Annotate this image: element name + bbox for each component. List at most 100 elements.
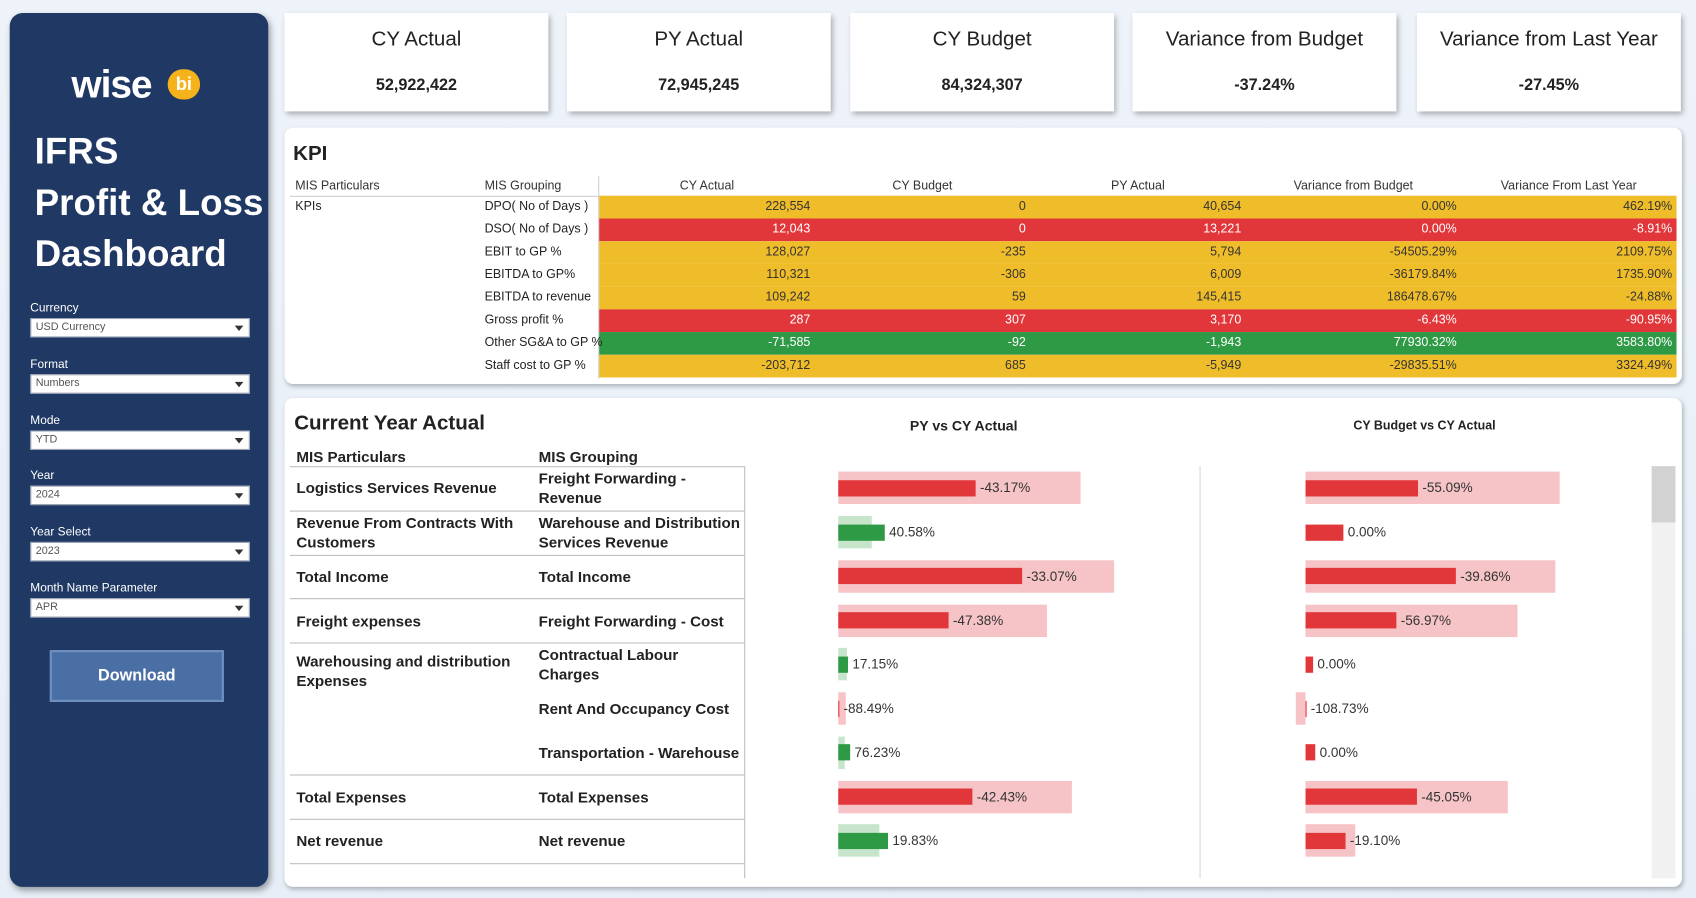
kpi-row-band bbox=[599, 309, 1677, 333]
reference-bar bbox=[838, 692, 846, 725]
kpi-grouping: DPO( No of Days ) bbox=[484, 200, 589, 214]
filter-label: Currency bbox=[30, 301, 79, 315]
actual-bar bbox=[838, 788, 973, 805]
kpi-cell: 5,794 bbox=[1210, 245, 1242, 259]
card-value: 84,324,307 bbox=[941, 75, 1023, 95]
kpi-grouping: EBIT to GP % bbox=[484, 245, 562, 259]
filter-label: Month Name Parameter bbox=[30, 581, 158, 595]
filter-dropdown[interactable]: 2024 bbox=[30, 486, 250, 506]
sidebar bbox=[9, 12, 269, 887]
kpi-particular: KPIs bbox=[295, 200, 322, 214]
actual-bar bbox=[1305, 656, 1314, 673]
kpi-cell: -1,943 bbox=[1205, 336, 1242, 350]
dropdown-arrow bbox=[234, 549, 244, 556]
mis-particular: Total Income bbox=[296, 567, 389, 586]
actual-bar bbox=[1305, 612, 1397, 629]
card-title: PY Actual bbox=[654, 28, 744, 51]
mis-grouping: Freight Forwarding - Revenue bbox=[538, 469, 686, 507]
variance-label: 17.15% bbox=[852, 656, 899, 673]
kpi-column-header: PY Actual bbox=[1111, 179, 1165, 193]
kpi-cell: 110,321 bbox=[766, 268, 811, 282]
detail-title: Current Year Actual bbox=[294, 412, 485, 435]
variance-label: -43.17% bbox=[979, 480, 1031, 496]
variance-label: -19.10% bbox=[1349, 833, 1401, 849]
kpi-cell: -203,712 bbox=[761, 359, 811, 373]
kpi-column-header: MIS Particulars bbox=[295, 179, 380, 193]
kpi-cell: 1735.90% bbox=[1616, 268, 1673, 282]
kpi-cell: 6,009 bbox=[1210, 268, 1242, 282]
actual-bar bbox=[1305, 568, 1456, 585]
filter-dropdown[interactable]: 2023 bbox=[30, 542, 250, 562]
actual-bar bbox=[1305, 744, 1316, 761]
mis-grouping: Warehouse and Distribution Services Reve… bbox=[538, 513, 741, 551]
kpi-cell: 228,554 bbox=[765, 200, 811, 214]
variance-label: -55.09% bbox=[1422, 480, 1473, 496]
kpi-grouping: EBITDA to revenue bbox=[484, 290, 592, 304]
kpi-column-header: Variance From Last Year bbox=[1500, 179, 1637, 193]
kpi-cell: 77930.32% bbox=[1393, 336, 1457, 350]
scrollbar bbox=[1651, 466, 1676, 879]
kpi-row-band bbox=[599, 263, 1677, 287]
kpi-cell: -306 bbox=[1000, 268, 1026, 282]
variance-label: -39.86% bbox=[1460, 568, 1511, 584]
kpi-cell: -29835.51% bbox=[1389, 359, 1457, 373]
download-button[interactable]: Download bbox=[49, 650, 224, 702]
variance-label: -33.07% bbox=[1026, 568, 1077, 584]
dropdown-arrow bbox=[234, 493, 244, 500]
filter-dropdown[interactable]: YTD bbox=[30, 430, 250, 450]
kpi-cell: 145,415 bbox=[1196, 290, 1242, 304]
filter-dropdown[interactable]: Numbers bbox=[30, 374, 250, 394]
kpi-card: CY Budget 84,324,307 bbox=[850, 12, 1115, 112]
mis-grouping: Transportation - Warehouse bbox=[538, 744, 740, 762]
kpi-grouping: EBITDA to GP% bbox=[484, 268, 576, 282]
filter-value: 2024 bbox=[35, 489, 60, 502]
actual-bar bbox=[1305, 788, 1417, 805]
card-value: -27.45% bbox=[1518, 75, 1580, 95]
kpi-row-band bbox=[599, 218, 1677, 242]
row-separator bbox=[289, 818, 745, 820]
kpi-cell: -6.43% bbox=[1417, 313, 1457, 327]
kpi-row-band bbox=[599, 241, 1677, 264]
variance-label: 0.00% bbox=[1319, 745, 1358, 761]
actual-bar bbox=[838, 524, 885, 541]
kpi-row-band bbox=[599, 354, 1677, 378]
kpi-column-header: Variance from Budget bbox=[1293, 179, 1414, 193]
variance-label: 19.83% bbox=[892, 833, 939, 849]
actual-bar bbox=[838, 656, 848, 673]
kpi-cell: 0.00% bbox=[1421, 200, 1457, 214]
filter-dropdown[interactable]: USD Currency bbox=[30, 317, 250, 338]
card-title: CY Actual bbox=[371, 28, 462, 51]
kpi-row-band bbox=[599, 286, 1677, 310]
kpi-cell: 0 bbox=[1018, 222, 1026, 236]
dropdown-arrow bbox=[234, 605, 244, 612]
mis-grouping: Total Expenses bbox=[538, 788, 649, 806]
kpi-cell: -24.88% bbox=[1625, 290, 1673, 304]
kpi-cell: -8.91% bbox=[1632, 222, 1673, 236]
kpi-cell: 0.00% bbox=[1421, 222, 1457, 236]
kpi-cell: -54505.29% bbox=[1389, 245, 1457, 259]
variance-label: -42.43% bbox=[976, 789, 1028, 805]
filter-label: Format bbox=[30, 357, 68, 371]
variance-label: 40.58% bbox=[889, 524, 935, 540]
filter-value: Numbers bbox=[35, 377, 80, 390]
dropdown-arrow bbox=[234, 437, 244, 444]
row-separator bbox=[289, 642, 745, 644]
kpi-cell: 186478.67% bbox=[1386, 290, 1457, 304]
actual-bar bbox=[838, 568, 1023, 585]
filter-label: Year bbox=[30, 469, 55, 483]
card-title: Variance from Last Year bbox=[1439, 28, 1658, 51]
row-separator bbox=[289, 598, 745, 600]
card-value: 52,922,422 bbox=[375, 75, 458, 95]
kpi-cell: 59 bbox=[1011, 290, 1026, 304]
kpi-cell: -92 bbox=[1007, 336, 1026, 350]
kpi-cell: 2109.75% bbox=[1616, 245, 1673, 259]
dashboard-title: Profit & Loss bbox=[34, 182, 264, 224]
actual-bar bbox=[838, 700, 840, 717]
filter-dropdown[interactable]: APR bbox=[30, 598, 250, 618]
table-top-line bbox=[289, 466, 745, 468]
kpi-title: KPI bbox=[293, 142, 328, 166]
card-title: Variance from Budget bbox=[1165, 28, 1364, 51]
kpi-grouping: Other SG&A to GP % bbox=[484, 336, 603, 350]
kpi-divider bbox=[598, 176, 600, 379]
kpi-cell: 307 bbox=[1005, 313, 1026, 327]
